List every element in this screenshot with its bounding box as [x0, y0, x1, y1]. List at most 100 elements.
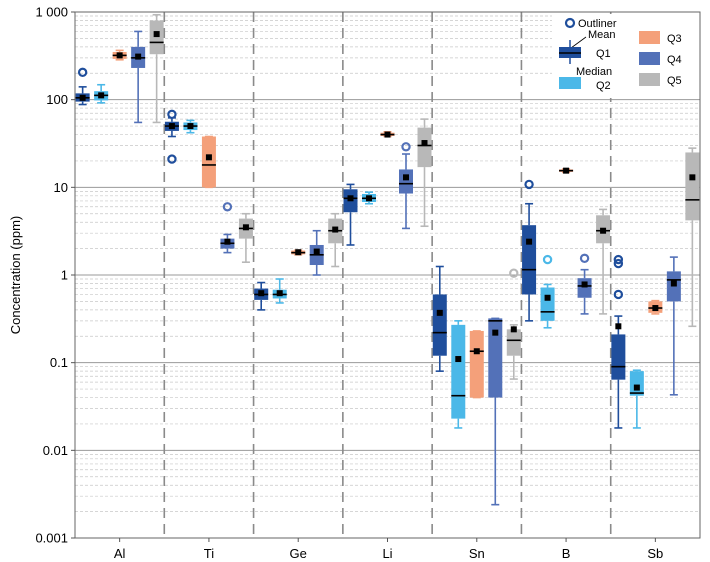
outlier-marker — [509, 268, 519, 278]
legend-q3-swatch — [639, 31, 660, 44]
box-sb-q5 — [685, 147, 700, 328]
box-ti-q5 — [238, 212, 253, 263]
x-tick-label-sn: Sn — [469, 546, 485, 561]
y-axis-title: Concentration (ppm) — [8, 216, 23, 335]
outlier-marker — [542, 254, 553, 265]
mean-marker — [689, 174, 696, 181]
box-sn-q2 — [451, 320, 466, 429]
mean-marker — [403, 174, 409, 181]
legend-q4-label: Q4 — [667, 54, 682, 66]
outlier-marker — [613, 258, 624, 269]
legend-outliner-label: Outliner — [578, 18, 617, 30]
mean-marker — [242, 224, 249, 231]
iqr-box — [611, 334, 626, 380]
mean-marker — [116, 52, 123, 59]
y-tick-label: 1 000 — [35, 5, 68, 20]
mean-marker — [563, 167, 570, 174]
box-sn-q1 — [432, 265, 447, 372]
outlier-marker — [77, 67, 88, 78]
box-ge-q2 — [272, 278, 287, 304]
x-tick-label-li: Li — [382, 546, 392, 561]
box-ge-q3 — [291, 249, 306, 256]
box-sb-q4 — [666, 256, 681, 396]
mean-marker — [205, 154, 212, 161]
box-sb-q2 — [629, 369, 644, 429]
outlier-marker — [579, 253, 590, 264]
x-tick-label-ge: Ge — [290, 546, 307, 561]
box-li-q4 — [399, 142, 413, 230]
box-b-q5 — [596, 208, 611, 315]
iqr-box — [399, 169, 413, 194]
box-al-q4 — [131, 30, 146, 124]
box-ti-q4 — [220, 202, 235, 254]
mean-marker — [633, 384, 640, 391]
mean-marker — [224, 238, 231, 245]
box-sn-q4 — [488, 317, 503, 506]
y-tick-label: 0.01 — [43, 443, 68, 458]
outlier-marker — [613, 289, 624, 300]
mean-marker — [366, 195, 372, 202]
legend-mean-leader — [570, 36, 587, 49]
iqr-box — [432, 294, 447, 356]
mean-marker — [510, 326, 517, 333]
box-b-q3 — [559, 167, 574, 174]
iqr-box — [577, 278, 592, 298]
y-tick-label: 10 — [54, 180, 68, 195]
mean-marker — [153, 31, 160, 38]
box-li-q5 — [417, 118, 432, 228]
x-tick-label-b: B — [562, 546, 571, 561]
outlier-marker — [167, 154, 177, 164]
iqr-box — [540, 287, 555, 321]
iqr-box — [488, 318, 503, 398]
legend-q5-swatch — [639, 73, 660, 86]
legend-q2-label: Q2 — [596, 80, 611, 92]
box-ge-q4 — [309, 229, 324, 276]
box-sb-q3 — [648, 299, 663, 315]
legend-q2-swatch — [559, 77, 581, 89]
box-al-q2 — [94, 83, 109, 104]
legend-q4-swatch — [639, 52, 660, 65]
iqr-box — [506, 329, 521, 356]
box-sb-q1 — [611, 254, 626, 429]
box-ge-q5 — [328, 212, 343, 268]
mean-marker — [455, 356, 462, 363]
box-b-q1 — [522, 179, 537, 322]
mean-marker — [332, 226, 339, 233]
legend-q1-label: Q1 — [596, 48, 611, 60]
iqr-box — [685, 152, 700, 221]
y-axis-ticks: 0.001 0.01 0.1 1 10 100 1 000 — [35, 5, 75, 546]
iqr-box — [451, 324, 466, 419]
y-tick-label: 0.001 — [35, 531, 68, 546]
iqr-box — [149, 20, 164, 55]
iqr-box — [469, 330, 484, 398]
legend-outliner-marker — [564, 17, 576, 29]
mean-marker — [581, 281, 588, 288]
mean-marker — [526, 238, 533, 245]
box-ti-q1 — [164, 109, 179, 164]
legend: Outliner Mean Q1 Median Q2 Q3 Q4 Q5 — [552, 14, 698, 98]
box-li-q1 — [343, 183, 358, 246]
mean-marker — [473, 348, 480, 355]
iqr-box — [201, 136, 216, 188]
x-tick-label-al: Al — [114, 546, 126, 561]
mean-marker — [79, 94, 86, 101]
y-tick-label: 1 — [61, 268, 68, 283]
mean-marker — [347, 195, 354, 202]
mean-marker — [168, 123, 175, 130]
x-axis-ticks: Al Ti Ge Li Sn B Sb — [114, 538, 663, 561]
mean-marker — [615, 323, 622, 330]
category-separators — [163, 12, 612, 538]
box-al-q1 — [75, 67, 90, 106]
y-tick-label: 100 — [46, 92, 68, 107]
x-tick-label-ti: Ti — [204, 546, 214, 561]
mean-marker — [295, 249, 302, 256]
mean-marker — [421, 140, 428, 147]
iqr-box — [417, 127, 432, 168]
iqr-box — [522, 225, 537, 295]
box-b-q4 — [577, 253, 592, 315]
mean-marker — [544, 294, 551, 301]
box-sn-q3 — [469, 330, 484, 399]
box-li-q3 — [380, 130, 395, 138]
